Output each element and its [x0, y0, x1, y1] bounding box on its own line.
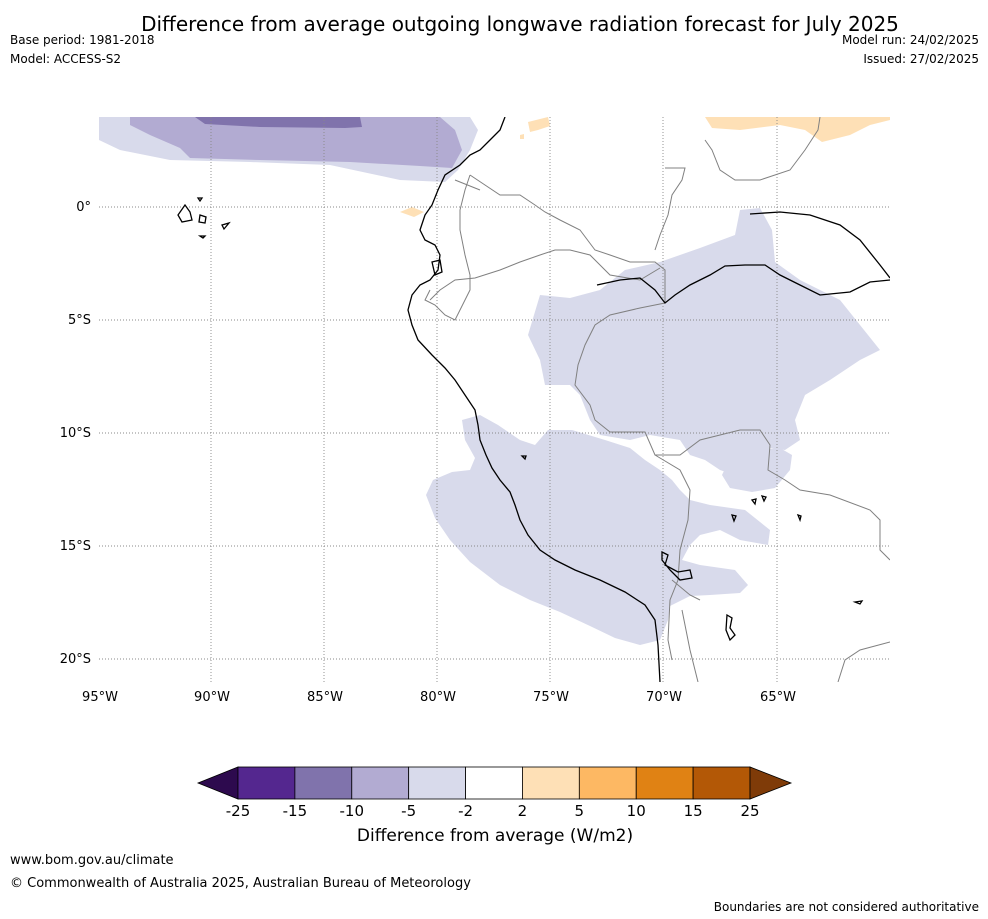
model-label: Model: ACCESS-S2 — [10, 52, 122, 66]
anomaly-region-amazon — [528, 208, 880, 480]
colorbar-bin — [294, 766, 353, 800]
anomaly-region-caribbean-east — [705, 117, 890, 142]
colorbar-tick-label: -5 — [401, 802, 416, 820]
longitude-labels: 95°W 90°W 85°W 80°W 75°W 70°W 65°W — [82, 690, 796, 705]
colorbar: -25 -15 -10 -5 -2 2 5 10 15 25 — [196, 766, 793, 820]
issued-label: Issued: 27/02/2025 — [863, 52, 979, 66]
lon-label: 85°W — [307, 690, 343, 705]
colorbar-bin — [692, 766, 751, 800]
coastline — [177, 117, 890, 682]
anomaly-region-pacific-mid — [130, 117, 462, 168]
colorbar-tick-label: 15 — [684, 802, 703, 820]
colorbar-tick-label: -10 — [340, 802, 365, 820]
lat-label: 10°S — [60, 426, 91, 441]
latitude-labels: 0° 5°S 10°S 15°S 20°S — [60, 200, 91, 667]
colorbar-tick-label: -2 — [458, 802, 473, 820]
colorbar-bin — [635, 766, 694, 800]
colorbar-bin — [465, 766, 523, 800]
anomaly-region-ecuador-coast — [400, 207, 424, 217]
colorbar-bin — [351, 766, 410, 800]
anomaly-region-pacific-dot — [520, 134, 524, 139]
colorbar-max-arrow — [749, 766, 793, 800]
colorbar-tick-label: -25 — [226, 802, 251, 820]
colorbar-bin — [408, 766, 466, 800]
anomaly-fill-layer — [99, 117, 890, 645]
anomaly-region-pacific-core — [195, 117, 362, 128]
lon-label: 95°W — [82, 690, 118, 705]
lon-label: 75°W — [533, 690, 569, 705]
colorbar-ticks: -25 -15 -10 -5 -2 2 5 10 15 25 — [226, 802, 760, 820]
anomaly-region-bolivia-east — [722, 448, 792, 492]
colorbar-bins — [237, 766, 751, 800]
colorbar-bin — [237, 766, 296, 800]
lat-label: 15°S — [60, 539, 91, 554]
colorbar-unit-label: Difference from average (W/m2) — [356, 826, 634, 846]
lon-label: 80°W — [420, 690, 456, 705]
model-run-label: Model run: 24/02/2025 — [841, 33, 979, 47]
lon-label: 70°W — [646, 690, 682, 705]
colorbar-tick-label: 25 — [740, 802, 759, 820]
colorbar-bin — [578, 766, 637, 800]
colorbar-min-arrow — [196, 766, 239, 800]
disclaimer-text: Boundaries are not considered authoritat… — [713, 900, 979, 914]
country-borders — [424, 117, 890, 682]
lat-label: 0° — [76, 200, 91, 215]
base-period-label: Base period: 1981-2018 — [10, 33, 155, 47]
graticule — [99, 117, 890, 682]
colorbar-tick-label: 2 — [518, 802, 528, 820]
lon-label: 90°W — [194, 690, 230, 705]
lat-label: 5°S — [68, 313, 91, 328]
lon-label: 65°W — [760, 690, 796, 705]
copyright-text: © Commonwealth of Australia 2025, Austra… — [10, 876, 471, 891]
map-title: Difference from average outgoing longwav… — [141, 12, 899, 36]
anomaly-region-peru-bolivia — [426, 415, 770, 645]
colorbar-tick-label: 5 — [575, 802, 585, 820]
lat-label: 20°S — [60, 652, 91, 667]
anomaly-region-colombia-north — [528, 117, 550, 132]
colorbar-tick-label: -15 — [283, 802, 308, 820]
boundaries-layer — [177, 117, 890, 682]
colorbar-bin — [522, 766, 580, 800]
colorbar-tick-label: 10 — [627, 802, 646, 820]
website-link[interactable]: www.bom.gov.au/climate — [10, 853, 174, 868]
